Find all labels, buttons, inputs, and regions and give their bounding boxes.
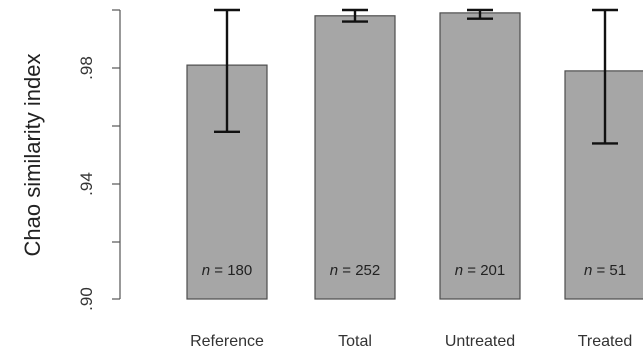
bar-total xyxy=(314,15,396,300)
bars-group xyxy=(186,12,643,300)
n-label-treated: n = 51 xyxy=(584,262,626,279)
bar-untreated xyxy=(439,12,521,300)
x-label-total: Total xyxy=(338,333,372,350)
y-tick-label: .94 xyxy=(77,172,96,196)
sample-size-labels: n = 180 n = 252 n = 201 n = 51 xyxy=(202,262,626,279)
y-tick-label: .90 xyxy=(77,287,96,311)
error-bars-group xyxy=(214,8,618,145)
n-label-untreated: n = 201 xyxy=(455,262,505,279)
n-label-reference: n = 180 xyxy=(202,262,252,279)
y-tick-label: .98 xyxy=(77,56,96,80)
x-axis-labels: Reference Total Untreated Treated xyxy=(190,333,632,350)
y-axis-title: Chao similarity index xyxy=(20,54,45,257)
x-label-treated: Treated xyxy=(578,333,633,350)
y-axis: .90 .94 .98 xyxy=(77,9,121,311)
x-label-reference: Reference xyxy=(190,333,264,350)
x-label-untreated: Untreated xyxy=(445,333,515,350)
n-label-total: n = 252 xyxy=(330,262,380,279)
